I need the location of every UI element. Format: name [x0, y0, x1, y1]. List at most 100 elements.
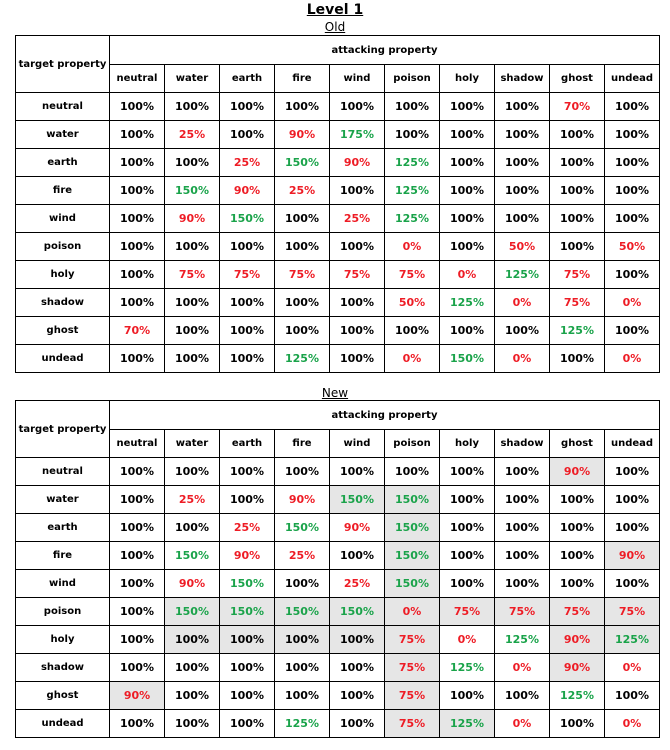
value-cell: 100% — [274, 653, 330, 682]
value-cell: 100% — [439, 204, 495, 233]
value-cell: 100% — [219, 457, 275, 486]
row-label-earth: earth — [15, 148, 110, 177]
value-cell: 125% — [439, 653, 495, 682]
value-cell: 100% — [219, 625, 275, 654]
attacking-property-header: attacking property — [109, 400, 660, 430]
value-cell: 0% — [384, 344, 440, 373]
value-cell: 125% — [384, 176, 440, 205]
table-row: water 100% 25% 100% 90% 175% 100% 100% 100% 100% 1… — [15, 120, 660, 149]
value-cell: 100% — [494, 485, 550, 514]
value-cell: 25% — [219, 513, 275, 542]
value-cell: 100% — [164, 625, 220, 654]
value-cell: 100% — [439, 316, 495, 345]
value-cell: 100% — [329, 92, 385, 121]
value-cell: 100% — [164, 344, 220, 373]
value-cell: 100% — [439, 541, 495, 570]
value-cell: 100% — [329, 232, 385, 261]
table-row: earth 100% 100% 25% 150% 90% 125% 100% 100% 100% 1… — [15, 148, 660, 177]
column-header-neutral: neutral — [109, 64, 165, 93]
value-cell: 0% — [384, 597, 440, 626]
column-header-wind: wind — [329, 429, 385, 458]
value-cell: 100% — [549, 541, 605, 570]
value-cell: 100% — [549, 344, 605, 373]
value-cell: 100% — [219, 120, 275, 149]
value-cell: 100% — [549, 148, 605, 177]
value-cell: 100% — [549, 204, 605, 233]
value-cell: 90% — [549, 653, 605, 682]
value-cell: 100% — [604, 176, 660, 205]
table-row: holy 100% 75% 75% 75% 75% 75% 0% 125% 75% 100% — [15, 260, 660, 289]
value-cell: 150% — [439, 344, 495, 373]
value-cell: 100% — [164, 681, 220, 710]
value-cell: 125% — [384, 204, 440, 233]
table-row: wind 100% 90% 150% 100% 25% 125% 100% 100% 100% 10… — [15, 204, 660, 233]
value-cell: 125% — [274, 709, 330, 738]
value-cell: 75% — [604, 597, 660, 626]
value-cell: 100% — [494, 148, 550, 177]
value-cell: 0% — [604, 653, 660, 682]
row-label-shadow: shadow — [15, 653, 110, 682]
value-cell: 100% — [439, 232, 495, 261]
value-cell: 150% — [384, 485, 440, 514]
value-cell: 100% — [494, 92, 550, 121]
table-row: ghost 70% 100% 100% 100% 100% 100% 100% 100% 125%… — [15, 316, 660, 345]
value-cell: 75% — [549, 288, 605, 317]
value-cell: 100% — [109, 176, 165, 205]
value-cell: 90% — [549, 625, 605, 654]
column-header-water: water — [164, 429, 220, 458]
row-label-neutral: neutral — [15, 92, 110, 121]
value-cell: 70% — [109, 316, 165, 345]
row-label-wind: wind — [15, 569, 110, 598]
value-cell: 100% — [274, 457, 330, 486]
value-cell: 100% — [109, 344, 165, 373]
value-cell: 100% — [329, 457, 385, 486]
value-cell: 100% — [384, 92, 440, 121]
value-cell: 100% — [439, 457, 495, 486]
value-cell: 100% — [549, 485, 605, 514]
row-label-undead: undead — [15, 709, 110, 738]
value-cell: 100% — [604, 316, 660, 345]
column-header-water: water — [164, 64, 220, 93]
value-cell: 175% — [329, 120, 385, 149]
row-label-poison: poison — [15, 597, 110, 626]
value-cell: 100% — [109, 625, 165, 654]
row-label-shadow: shadow — [15, 288, 110, 317]
value-cell: 125% — [494, 625, 550, 654]
value-cell: 100% — [384, 457, 440, 486]
row-label-ghost: ghost — [15, 316, 110, 345]
value-cell: 75% — [329, 260, 385, 289]
value-cell: 100% — [329, 653, 385, 682]
value-cell: 125% — [549, 316, 605, 345]
value-cell: 100% — [274, 232, 330, 261]
value-cell: 100% — [109, 288, 165, 317]
value-cell: 100% — [329, 288, 385, 317]
column-header-holy: holy — [439, 429, 495, 458]
value-cell: 100% — [109, 232, 165, 261]
value-cell: 100% — [164, 457, 220, 486]
value-cell: 150% — [384, 513, 440, 542]
value-cell: 100% — [494, 316, 550, 345]
value-cell: 100% — [329, 709, 385, 738]
value-cell: 100% — [604, 148, 660, 177]
row-label-water: water — [15, 120, 110, 149]
value-cell: 100% — [109, 457, 165, 486]
value-cell: 100% — [219, 681, 275, 710]
value-cell: 25% — [274, 541, 330, 570]
value-cell: 125% — [439, 288, 495, 317]
table-row: poison 100% 150% 150% 150% 150% 0% 75% 75% 75% 75% — [15, 597, 660, 626]
row-label-undead: undead — [15, 344, 110, 373]
value-cell: 100% — [604, 457, 660, 486]
value-cell: 75% — [384, 681, 440, 710]
value-cell: 75% — [219, 260, 275, 289]
value-cell: 0% — [384, 232, 440, 261]
value-cell: 0% — [494, 288, 550, 317]
value-cell: 150% — [329, 597, 385, 626]
value-cell: 100% — [549, 709, 605, 738]
table-row: undead 100% 100% 100% 125% 100% 75% 125% 0% 100% 0… — [15, 709, 660, 738]
value-cell: 100% — [109, 513, 165, 542]
value-cell: 150% — [274, 513, 330, 542]
row-label-earth: earth — [15, 513, 110, 542]
table-row: fire 100% 150% 90% 25% 100% 150% 100% 100% 100% 90… — [15, 541, 660, 570]
value-cell: 150% — [219, 597, 275, 626]
row-label-fire: fire — [15, 541, 110, 570]
